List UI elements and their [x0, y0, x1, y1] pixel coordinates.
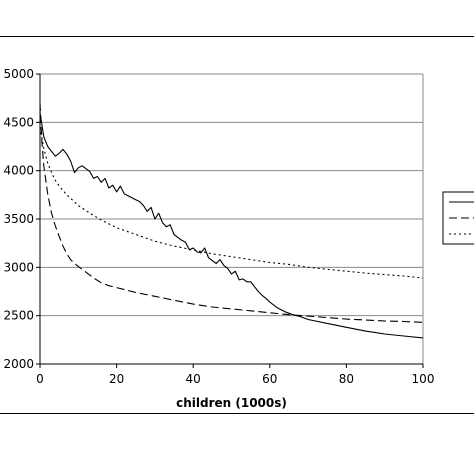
x-axis-title: children (1000s) — [176, 396, 287, 410]
chart-frame — [0, 36, 474, 414]
x-tick-label: 60 — [262, 372, 277, 386]
x-tick-label: 100 — [412, 372, 435, 386]
y-tick-label: 4500 — [3, 115, 34, 129]
series-lines — [39, 102, 424, 339]
y-tick-labels: 2000 2500 3000 3500 4000 4500 5000 — [3, 67, 34, 371]
y-tick-label: 3000 — [3, 260, 34, 274]
series-line-2-dashed — [39, 102, 424, 323]
legend — [442, 191, 474, 245]
x-tick-label: 0 — [36, 372, 44, 386]
x-tick-label: 40 — [186, 372, 201, 386]
y-tick-label: 2500 — [3, 309, 34, 323]
x-tick-label: 20 — [109, 372, 124, 386]
x-tick-label: 80 — [339, 372, 354, 386]
y-tick-label: 4000 — [3, 164, 34, 178]
axes — [36, 73, 424, 368]
y-tick-label: 2000 — [3, 357, 34, 371]
grid-lines — [40, 73, 424, 364]
x-tick-labels: 0 20 40 60 80 100 — [36, 372, 434, 386]
y-tick-label: 3500 — [3, 212, 34, 226]
y-tick-label: 5000 — [3, 67, 34, 81]
legend-box — [442, 191, 474, 245]
series-line-1-solid — [39, 112, 424, 339]
series-line-3-dotted — [39, 127, 424, 279]
